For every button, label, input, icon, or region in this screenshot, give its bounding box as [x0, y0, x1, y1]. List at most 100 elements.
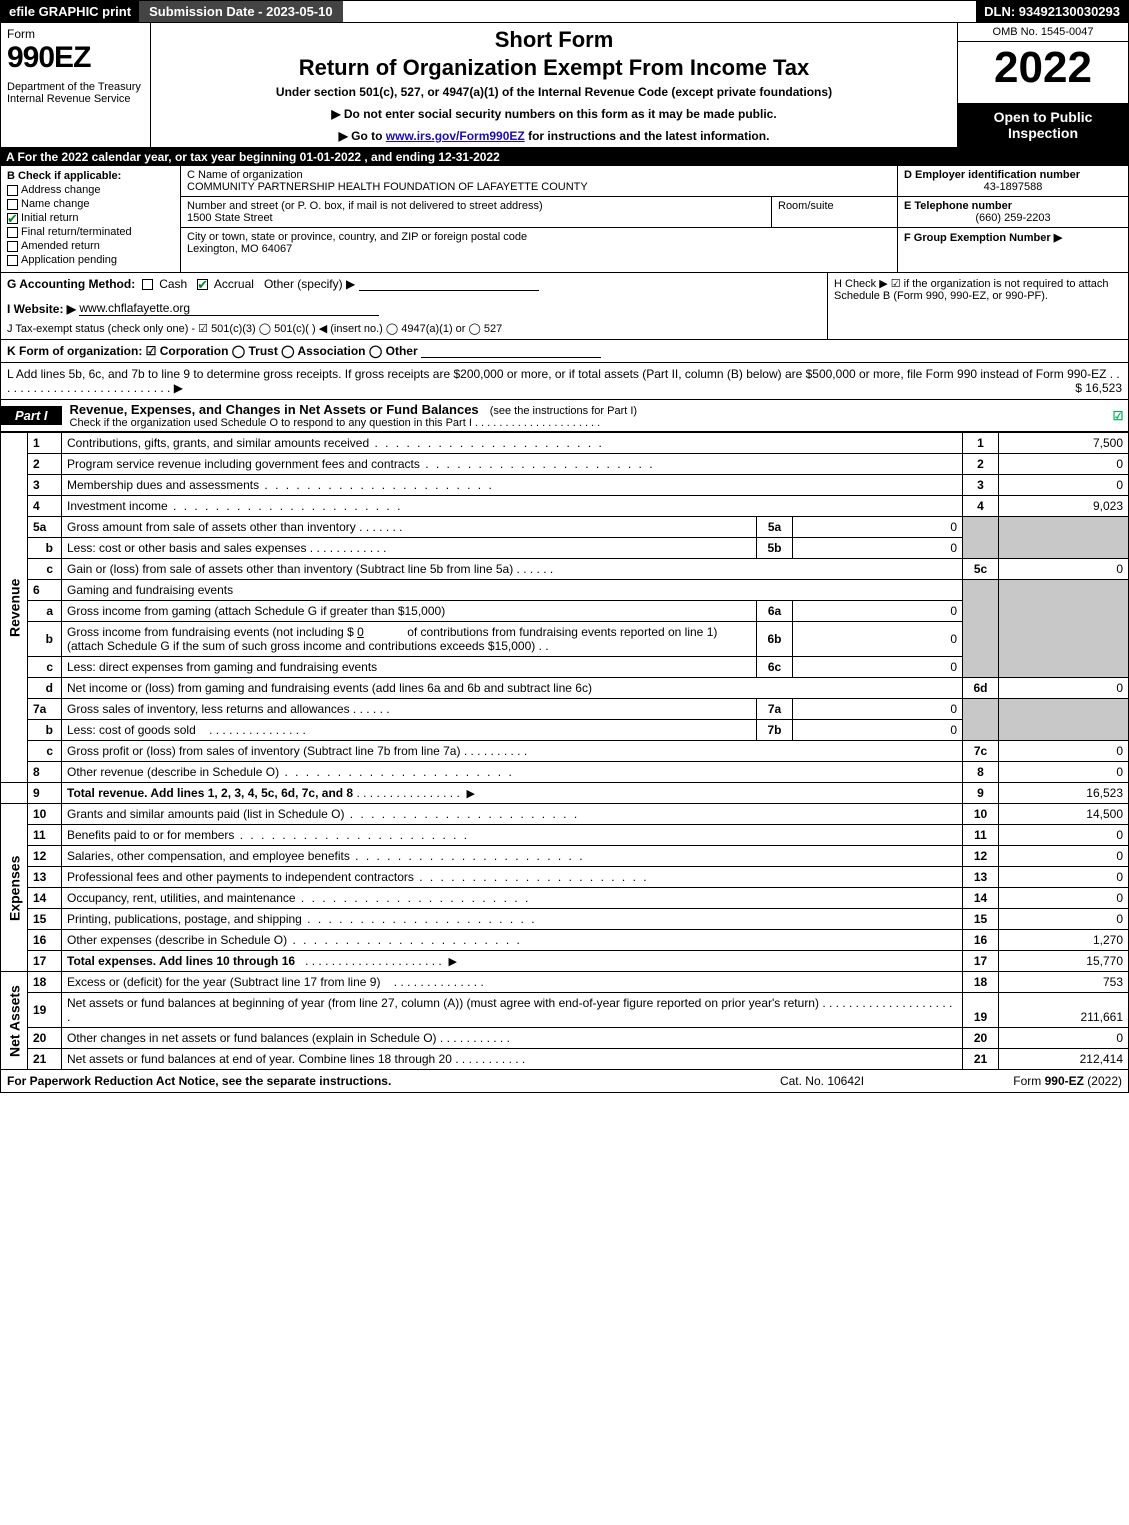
- l2-desc: Program service revenue including govern…: [67, 457, 420, 471]
- l7b-inn: 7b: [757, 720, 793, 741]
- line-6d: d Net income or (loss) from gaming and f…: [1, 678, 1129, 699]
- l6a-inn: 6a: [757, 601, 793, 622]
- l14-outn: 14: [963, 888, 999, 909]
- efile-print-label[interactable]: efile GRAPHIC print: [1, 1, 139, 22]
- l15-n: 15: [28, 909, 62, 930]
- addr-value: 1500 State Street: [187, 212, 765, 224]
- line-13: 13 Professional fees and other payments …: [1, 867, 1129, 888]
- l11-amt: 0: [999, 825, 1129, 846]
- l16-n: 16: [28, 930, 62, 951]
- section-b-title: B Check if applicable:: [7, 170, 174, 182]
- website-value[interactable]: www.chflafayette.org: [79, 301, 379, 316]
- l5b-desc: Less: cost or other basis and sales expe…: [67, 541, 306, 555]
- l8-desc: Other revenue (describe in Schedule O): [67, 765, 279, 779]
- l9-n: 9: [28, 783, 62, 804]
- l5a-iamt: 0: [793, 517, 963, 538]
- section-l: L Add lines 5b, 6c, and 7b to line 9 to …: [0, 363, 1129, 400]
- part-1-subline: Check if the organization used Schedule …: [70, 417, 1100, 429]
- section-k-text: K Form of organization: ☑ Corporation ◯ …: [7, 344, 418, 358]
- tel-value: (660) 259-2203: [904, 212, 1122, 224]
- line-14: 14 Occupancy, rent, utilities, and maint…: [1, 888, 1129, 909]
- l5a-inn: 5a: [757, 517, 793, 538]
- open-to-public-badge: Open to Public Inspection: [958, 103, 1128, 147]
- l16-outn: 16: [963, 930, 999, 951]
- chk-address-change-label: Address change: [21, 184, 101, 196]
- line-1: Revenue 1 Contributions, gifts, grants, …: [1, 433, 1129, 454]
- title-line2: Return of Organization Exempt From Incom…: [159, 55, 949, 81]
- chk-initial-return-label: Initial return: [21, 212, 78, 224]
- l18-desc: Excess or (deficit) for the year (Subtra…: [67, 975, 380, 989]
- line-17: 17 Total expenses. Add lines 10 through …: [1, 951, 1129, 972]
- l7a-iamt: 0: [793, 699, 963, 720]
- l5c-desc: Gain or (loss) from sale of assets other…: [67, 562, 513, 576]
- chk-initial-return[interactable]: Initial return: [7, 212, 174, 224]
- l5b-iamt: 0: [793, 538, 963, 559]
- subtitle-3-post: for instructions and the latest informat…: [525, 129, 770, 143]
- form-meta-block: OMB No. 1545-0047 2022 Open to Public In…: [958, 23, 1128, 147]
- g-accrual: Accrual: [214, 277, 254, 291]
- l13-amt: 0: [999, 867, 1129, 888]
- section-j: J Tax-exempt status (check only one) - ☑…: [7, 322, 821, 335]
- l5b-n: b: [28, 538, 62, 559]
- chk-final-return[interactable]: Final return/terminated: [7, 226, 174, 238]
- g-cash: Cash: [159, 277, 187, 291]
- org-name-value: COMMUNITY PARTNERSHIP HEALTH FOUNDATION …: [187, 181, 891, 193]
- department-label: Department of the Treasury Internal Reve…: [7, 81, 144, 105]
- l5a-n: 5a: [28, 517, 62, 538]
- g-other: Other (specify) ▶: [264, 277, 355, 291]
- chk-name-change-label: Name change: [21, 198, 90, 210]
- part-1-tag: Part I: [1, 406, 62, 425]
- l20-outn: 20: [963, 1028, 999, 1049]
- arrow-icon: ▶: [466, 788, 474, 800]
- l16-amt: 1,270: [999, 930, 1129, 951]
- group-exemption-row: F Group Exemption Number ▶: [898, 228, 1128, 272]
- l7c-outn: 7c: [963, 741, 999, 762]
- irs-link[interactable]: www.irs.gov/Form990EZ: [386, 129, 525, 143]
- title-line1: Short Form: [159, 27, 949, 53]
- dln-label: DLN: 93492130030293: [976, 1, 1128, 22]
- l6d-outn: 6d: [963, 678, 999, 699]
- l6c-iamt: 0: [793, 657, 963, 678]
- l1-n: 1: [28, 433, 62, 454]
- l17-amt: 15,770: [999, 951, 1129, 972]
- footer-cat-no: Cat. No. 10642I: [722, 1074, 922, 1088]
- l6d-amt: 0: [999, 678, 1129, 699]
- line-7c: c Gross profit or (loss) from sales of i…: [1, 741, 1129, 762]
- l17-outn: 17: [963, 951, 999, 972]
- addr-label: Number and street (or P. O. box, if mail…: [187, 200, 765, 212]
- city-label: City or town, state or province, country…: [187, 231, 891, 243]
- revenue-side-label: Revenue: [1, 433, 28, 783]
- line-5c: c Gain or (loss) from sale of assets oth…: [1, 559, 1129, 580]
- l7a-inn: 7a: [757, 699, 793, 720]
- l7a-desc: Gross sales of inventory, less returns a…: [67, 702, 350, 716]
- line-6b: b Gross income from fundraising events (…: [1, 622, 1129, 657]
- l6-shade-amt: [999, 580, 1129, 678]
- l4-outn: 4: [963, 496, 999, 517]
- chk-application-pending[interactable]: Application pending: [7, 254, 174, 266]
- l9-outn: 9: [963, 783, 999, 804]
- l3-desc: Membership dues and assessments: [67, 478, 259, 492]
- section-l-amount: $ 16,523: [1075, 381, 1122, 395]
- line-19: 19 Net assets or fund balances at beginn…: [1, 993, 1129, 1028]
- g-other-input[interactable]: [359, 290, 539, 291]
- l11-outn: 11: [963, 825, 999, 846]
- l3-amt: 0: [999, 475, 1129, 496]
- l6c-n: c: [28, 657, 62, 678]
- l6c-inn: 6c: [757, 657, 793, 678]
- chk-amended-return[interactable]: Amended return: [7, 240, 174, 252]
- l6b-n: b: [28, 622, 62, 657]
- part-1-schedule-o-check[interactable]: ☑: [1108, 409, 1128, 423]
- arrow-icon: ▶: [448, 956, 456, 968]
- chk-address-change[interactable]: Address change: [7, 184, 174, 196]
- topbar-spacer: [343, 1, 977, 22]
- l18-amt: 753: [999, 972, 1129, 993]
- section-g-h: G Accounting Method: Cash Accrual Other …: [0, 273, 1129, 340]
- l6-shade-ln: [963, 580, 999, 678]
- l6a-n: a: [28, 601, 62, 622]
- chk-cash[interactable]: [142, 279, 153, 290]
- l14-amt: 0: [999, 888, 1129, 909]
- form-id-block: Form 990EZ Department of the Treasury In…: [1, 23, 151, 147]
- chk-name-change[interactable]: Name change: [7, 198, 174, 210]
- chk-accrual[interactable]: [197, 279, 208, 290]
- section-k-other-input[interactable]: [421, 357, 601, 358]
